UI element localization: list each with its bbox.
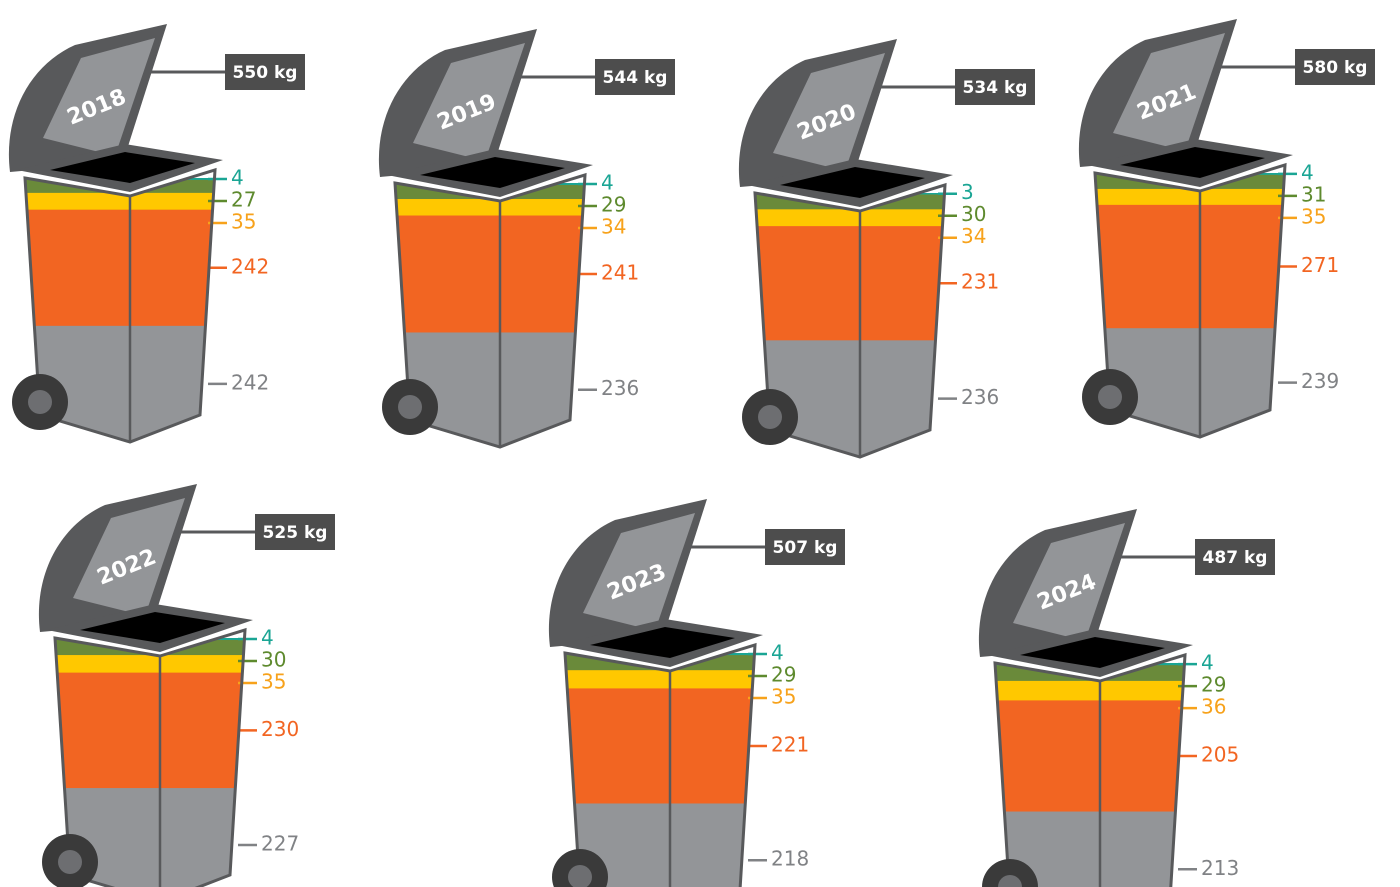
- segment-label: 35: [231, 209, 256, 233]
- total-box: [765, 529, 845, 565]
- segment-label: 4: [601, 170, 614, 194]
- segment-label: 242: [231, 254, 269, 278]
- segment-label: 35: [1301, 204, 1326, 228]
- segment-label: 236: [601, 376, 639, 400]
- segment-label: 230: [261, 717, 299, 741]
- wheel-hub: [998, 875, 1022, 887]
- segment-label: 4: [261, 626, 274, 650]
- total-box: [255, 514, 335, 550]
- total-box: [955, 69, 1035, 105]
- wheel-hub: [58, 850, 82, 874]
- segment-label: 205: [1201, 742, 1239, 766]
- opening: [1120, 147, 1265, 178]
- total-box: [1195, 539, 1275, 575]
- waste-segment: [565, 670, 755, 689]
- segment-label: 29: [1201, 673, 1226, 697]
- lid-panel: [413, 43, 525, 161]
- segment-label: 29: [771, 663, 796, 687]
- lid-panel: [73, 498, 185, 616]
- total-label: 580 kg: [1303, 58, 1368, 78]
- waste-segment: [25, 209, 215, 327]
- waste-segment: [995, 700, 1185, 813]
- waste-segment: [25, 192, 215, 211]
- segment-label: 271: [1301, 253, 1339, 277]
- segment-label: 242: [231, 370, 269, 394]
- segment-label: 30: [261, 648, 286, 672]
- lid-panel: [1013, 523, 1125, 641]
- total-box: [595, 59, 675, 95]
- segment-label: 35: [261, 670, 286, 694]
- bin-body: [1095, 173, 1285, 437]
- segment-label: 35: [771, 685, 796, 709]
- segment-label: 30: [961, 202, 986, 226]
- waste-segment: [55, 655, 245, 674]
- segment-label: 27: [231, 187, 256, 211]
- segment-label: 218: [771, 847, 809, 871]
- waste-segment: [565, 688, 755, 804]
- segment-label: 34: [601, 214, 626, 238]
- segment-label: 236: [961, 385, 999, 409]
- segment-label: 31: [1301, 182, 1326, 206]
- segment-label: 34: [961, 224, 986, 248]
- segment-label: 241: [601, 260, 639, 284]
- waste-segment: [1095, 204, 1285, 329]
- segment-label: 239: [1301, 369, 1339, 393]
- wheel-hub: [398, 395, 422, 419]
- waste-segment: [395, 215, 585, 333]
- wheel-hub: [1098, 385, 1122, 409]
- segment-label: 29: [601, 192, 626, 216]
- wheel-hub: [758, 405, 782, 429]
- waste-segment: [55, 672, 245, 789]
- total-label: 550 kg: [233, 63, 298, 83]
- wheel-hub: [28, 390, 52, 414]
- lid-panel: [583, 513, 695, 631]
- waste-segment: [755, 209, 945, 227]
- opening: [590, 627, 735, 658]
- opening: [420, 157, 565, 188]
- segment-label: 227: [261, 832, 299, 856]
- segment-label: 213: [1201, 856, 1239, 880]
- total-label: 544 kg: [603, 68, 668, 88]
- lid-panel: [43, 38, 155, 156]
- segment-label: 4: [1301, 160, 1314, 184]
- segment-label: 231: [961, 270, 999, 294]
- total-label: 534 kg: [963, 78, 1028, 98]
- segment-label: 221: [771, 732, 809, 756]
- opening: [780, 167, 925, 198]
- segment-label: 3: [961, 180, 974, 204]
- waste-segment: [755, 226, 945, 341]
- wheel: [982, 859, 1038, 887]
- total-label: 507 kg: [773, 538, 838, 558]
- bin-body: [995, 663, 1185, 887]
- total-box: [1295, 49, 1375, 85]
- opening: [1020, 637, 1165, 668]
- total-label: 525 kg: [263, 523, 328, 543]
- segment-label: 4: [771, 641, 784, 665]
- lid-panel: [773, 53, 885, 171]
- total-box: [225, 54, 305, 90]
- segment-label: 4: [231, 165, 244, 189]
- waste-segment: [995, 680, 1185, 701]
- waste-segment: [395, 199, 585, 217]
- opening: [50, 152, 195, 183]
- lid-panel: [1113, 33, 1225, 151]
- segment-label: 4: [1201, 651, 1214, 675]
- total-label: 487 kg: [1203, 548, 1268, 568]
- segment-label: 36: [1201, 695, 1226, 719]
- wheel-hub: [568, 865, 592, 887]
- waste-segment: [1095, 188, 1285, 206]
- opening: [80, 612, 225, 643]
